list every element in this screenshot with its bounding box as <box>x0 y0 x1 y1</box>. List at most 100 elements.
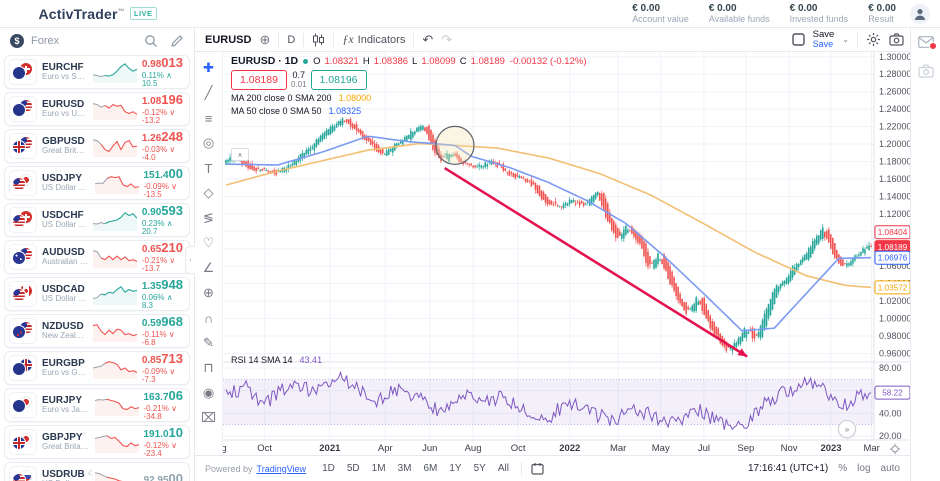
watchlist-item[interactable]: USDCAD US Dollar vs ... 1.35948 0.06% ∧ … <box>4 277 190 311</box>
scale-buttons: % log auto <box>838 463 900 474</box>
watchlist-items: EURCHF Euro vs Swis... 0.98013 0.11% ∧ 1… <box>0 54 194 481</box>
watchlist-item[interactable]: USDJPY US Dollar vs ... 151.400 -0.09% ∨… <box>4 166 190 200</box>
scale-log[interactable]: log <box>857 463 871 474</box>
measure-ruler-tool[interactable]: ∠ <box>202 260 215 275</box>
pair-description: US Dollar vs ... <box>42 184 90 193</box>
edit-pencil-icon[interactable] <box>170 34 184 48</box>
search-icon[interactable] <box>144 34 158 48</box>
interval-button[interactable]: D <box>287 33 296 46</box>
jump-to-realtime-button[interactable]: » <box>838 420 856 438</box>
range-all[interactable]: All <box>497 463 509 474</box>
notifications-mail-button[interactable] <box>917 36 937 50</box>
tradingview-link[interactable]: TradingView <box>256 463 307 474</box>
scale-%[interactable]: % <box>838 463 848 474</box>
emoji-tool-tool[interactable]: ♡ <box>202 235 215 250</box>
base-currency-flag-icon <box>13 67 25 79</box>
svg-text:1.26000: 1.26000 <box>879 87 910 97</box>
magnet-mode-tool[interactable]: ∩ <box>203 310 214 326</box>
range-6m[interactable]: 6M <box>423 463 438 474</box>
pair-symbol: GBPUSD <box>42 136 85 148</box>
screenshot-button[interactable] <box>917 64 934 78</box>
prediction-tool-tool[interactable]: ≶ <box>203 210 214 225</box>
pair-change: 0.06% ∧ 8.3 <box>141 293 173 311</box>
candle-style-button[interactable] <box>312 33 325 47</box>
base-currency-flag-icon <box>13 289 25 301</box>
remove-drawings-tool[interactable]: ⌧ <box>201 410 216 425</box>
crosshair-tool[interactable]: ✚ <box>203 60 214 75</box>
watchlist-panel: $ Forex EURCHF Euro vs Swis... 0.98013 0… <box>0 28 195 481</box>
pair-symbol: NZDUSD <box>42 321 84 333</box>
trend-line-tool[interactable]: ╱ <box>204 85 213 100</box>
watchlist-category[interactable]: Forex <box>31 35 60 47</box>
range-5y[interactable]: 5Y <box>473 463 486 474</box>
buy-price-button[interactable]: 1.08196 <box>310 70 367 90</box>
undo-button[interactable]: ↶ <box>422 31 434 47</box>
svg-text:Aug: Aug <box>223 443 227 454</box>
base-currency-flag-icon <box>13 215 25 227</box>
range-1d[interactable]: 1D <box>322 463 335 474</box>
chart-settings-gear-icon[interactable] <box>866 32 881 47</box>
rsi-legend[interactable]: RSI 14 SMA 14 43.41 <box>231 355 323 365</box>
pair-price: 0.85713 <box>141 351 183 367</box>
horizontal-lines-tool[interactable]: ≡ <box>204 110 213 126</box>
chart-symbol[interactable]: EURUSD <box>205 33 252 46</box>
save-menu-chevron-icon[interactable]: ⌄ <box>842 35 849 44</box>
zoom-in-tool[interactable]: ⊕ <box>203 285 214 300</box>
text-tool-tool[interactable]: T <box>204 160 213 176</box>
compare-add-symbol-button[interactable]: ⊕ <box>259 31 271 47</box>
snapshot-camera-icon[interactable] <box>889 33 904 46</box>
account-stat: € 0.00 Result <box>868 3 896 25</box>
watchlist-item[interactable]: EURJPY Euro vs Japa... 163.706 -0.21% ∨ … <box>4 388 190 422</box>
pair-price: 92.9500 <box>143 470 184 481</box>
watchlist-item[interactable]: GBPJPY Great Britain ... 191.010 -0.12% … <box>4 425 190 459</box>
account-stats: € 0.00 Account value € 0.00 Available funds… <box>632 3 896 25</box>
chart-clock[interactable]: 17:16:41 (UTC+1) <box>747 463 829 474</box>
watchlist-item[interactable]: NZDUSD New Zealand ... 0.59968 -0.11% ∨ … <box>4 314 190 348</box>
ma50-legend[interactable]: MA 50 close 0 SMA 50 1.08325 <box>231 106 362 116</box>
save-button[interactable]: Save Save <box>812 29 835 49</box>
pair-sparkline <box>94 435 139 453</box>
svg-text:Oct: Oct <box>257 443 272 454</box>
ma200-legend[interactable]: MA 200 close 0 SMA 200 1.08000 <box>231 93 372 103</box>
watchlist-collapse-handle[interactable]: ‹ <box>185 246 195 274</box>
pair-description: New Zealand ... <box>42 332 88 341</box>
user-avatar[interactable] <box>910 3 930 24</box>
scale-auto[interactable]: auto <box>880 463 900 474</box>
svg-text:1.16000: 1.16000 <box>879 174 910 184</box>
watchlist-item[interactable]: EURCHF Euro vs Swis... 0.98013 0.11% ∧ 1… <box>4 55 190 89</box>
svg-text:0.96000: 0.96000 <box>879 348 910 358</box>
legend-symbol-interval[interactable]: EURUSD · 1D <box>231 55 299 67</box>
chart-bottom-bar: Powered by TradingView 1D 5D 1M 3M 6M 1Y 5Y All… <box>195 455 910 481</box>
lock-drawings-tool[interactable]: ⊓ <box>203 360 214 375</box>
drawing-mode-tool[interactable]: ✎ <box>203 335 214 350</box>
watchlist-item[interactable]: USDRUB ☾ US Dollar vs ... 92.9500 <box>4 462 190 481</box>
base-currency-flag-icon <box>13 141 25 153</box>
base-currency-flag-icon <box>13 178 25 190</box>
redo-button[interactable]: ↷ <box>441 31 453 47</box>
sell-price-button[interactable]: 1.08189 <box>231 70 287 90</box>
pair-price: 0.65210 <box>141 240 183 256</box>
svg-text:May: May <box>652 443 670 454</box>
watchlist-item[interactable]: EURUSD Euro vs US D... 1.08196 -0.12% ∨ … <box>4 92 190 126</box>
watchlist-item[interactable]: GBPUSD Great Britain ... 1.26248 -0.03% … <box>4 129 190 163</box>
range-1m[interactable]: 1M <box>371 463 386 474</box>
indicators-button[interactable]: ƒx Indicators <box>342 32 406 46</box>
range-5d[interactable]: 5D <box>346 463 360 474</box>
layout-select-icon[interactable] <box>791 33 805 46</box>
watchlist-item[interactable]: USDCHF US Dollar vs ... 0.90593 0.23% ∧ … <box>4 203 190 237</box>
range-3m[interactable]: 3M <box>397 463 412 474</box>
base-currency-flag-icon <box>13 104 25 116</box>
range-1y[interactable]: 1Y <box>449 463 462 474</box>
chart-canvas[interactable]: 1.30000 1.28000 1.26000 1.24000 1.22000 1.200… <box>223 52 910 455</box>
watchlist-item[interactable]: EURGBP Euro vs Great... 0.85713 -0.09% ∨… <box>4 351 190 385</box>
pair-change: -0.03% ∨ -4.0 <box>141 145 176 163</box>
watchlist-item[interactable]: AUDUSD Australian Do... 0.65210 -0.21% ∨… <box>4 240 190 274</box>
svg-text:1.08189: 1.08189 <box>878 243 908 252</box>
hide-drawings-tool[interactable]: ◉ <box>202 385 215 400</box>
legend-collapse-button[interactable]: ∧ <box>231 148 249 161</box>
xabcd-pattern-tool[interactable]: ◇ <box>203 185 214 200</box>
go-to-date-calendar-icon[interactable] <box>531 462 544 475</box>
pair-symbol: EURJPY <box>42 395 83 407</box>
shapes-ellipse-tool[interactable]: ◎ <box>202 135 215 150</box>
